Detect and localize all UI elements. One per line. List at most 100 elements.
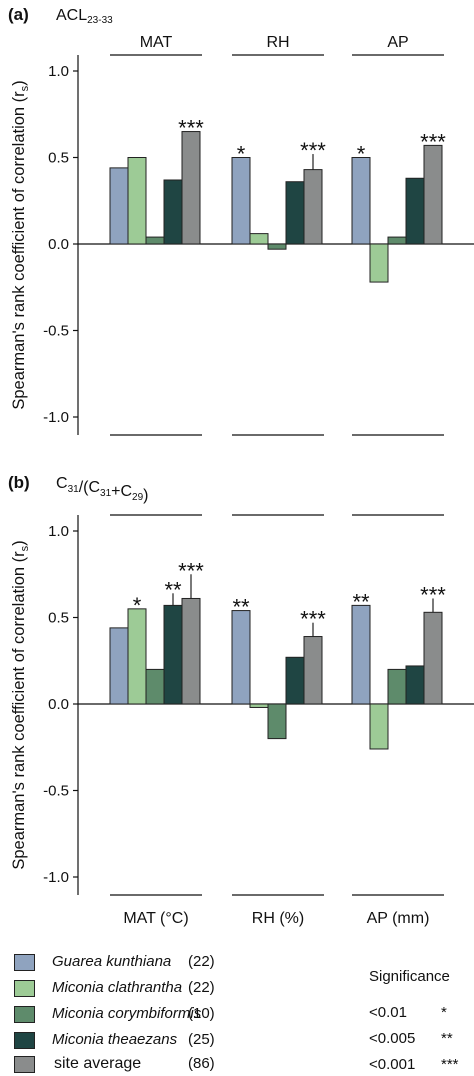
significance-stars: ** bbox=[352, 589, 370, 614]
bar bbox=[423, 144, 443, 245]
legend-sample-size: (22) bbox=[188, 979, 215, 996]
legend-label: Guarea kunthiana bbox=[52, 953, 172, 970]
panel-title-part: /(C bbox=[79, 479, 100, 496]
legend-sample-size: (10) bbox=[188, 1005, 215, 1022]
group-label: RH bbox=[266, 34, 289, 51]
bar bbox=[423, 611, 443, 705]
legend-label: Miconia corymbiformis bbox=[52, 1005, 202, 1022]
y-tick-label: 0.0 bbox=[48, 696, 69, 713]
y-axis-label-close: ) bbox=[10, 80, 28, 86]
bar bbox=[369, 243, 389, 283]
bar bbox=[303, 169, 323, 245]
legend-label: Miconia theaezans bbox=[52, 1031, 178, 1048]
panel-title-subscript: 31 bbox=[68, 484, 80, 495]
bar bbox=[405, 177, 425, 245]
bar bbox=[285, 181, 305, 245]
bar bbox=[231, 610, 251, 705]
y-tick-label: 0.5 bbox=[48, 150, 69, 167]
bar bbox=[109, 627, 129, 705]
group-label: AP bbox=[387, 34, 408, 51]
significance-stars: ** bbox=[164, 577, 182, 602]
y-axis-label-subscript: s bbox=[19, 545, 31, 551]
legend-swatch bbox=[14, 1006, 35, 1023]
significance-stars: *** bbox=[300, 607, 326, 632]
significance-threshold: <0.01 bbox=[369, 1004, 407, 1021]
significance-stars: ** bbox=[232, 595, 250, 620]
bar bbox=[303, 636, 323, 705]
panel-title-part: C bbox=[56, 475, 68, 492]
group-label: AP (mm) bbox=[367, 910, 430, 927]
panel-title: C31/(C31+C29) bbox=[56, 475, 149, 504]
panel-label: (a) bbox=[8, 5, 29, 24]
legend-sample-size: (25) bbox=[188, 1031, 215, 1048]
bar bbox=[369, 703, 389, 750]
significance-stars: *** bbox=[178, 558, 204, 583]
bar bbox=[267, 703, 287, 740]
bar bbox=[405, 665, 425, 705]
y-tick-label: 0.0 bbox=[48, 236, 69, 253]
significance-stars: * bbox=[357, 142, 366, 167]
significance-stars: *** bbox=[178, 116, 204, 141]
panel-title-subscript: 29 bbox=[132, 492, 144, 503]
y-axis-label: Spearman's rank coefficient of correlati… bbox=[10, 540, 31, 869]
bar bbox=[267, 243, 287, 250]
bar bbox=[145, 668, 165, 705]
legend-swatch bbox=[14, 954, 35, 971]
y-axis-label: Spearman's rank coefficient of correlati… bbox=[10, 80, 31, 409]
significance-stars: ** bbox=[441, 1030, 453, 1047]
bar bbox=[387, 236, 407, 245]
significance-stars: * bbox=[441, 1004, 447, 1021]
bar bbox=[285, 656, 305, 705]
panel-title-subscript: 23-33 bbox=[87, 15, 113, 26]
bar bbox=[145, 236, 165, 245]
y-tick-label: -1.0 bbox=[43, 869, 69, 886]
significance-title: Significance bbox=[369, 968, 450, 985]
legend-label: site average bbox=[54, 1055, 142, 1072]
panel-title-part: ) bbox=[143, 487, 148, 504]
bar bbox=[231, 157, 251, 245]
y-tick-label: 1.0 bbox=[48, 523, 69, 540]
significance-stars: *** bbox=[441, 1056, 459, 1073]
legend-label: Miconia clathrantha bbox=[52, 979, 183, 996]
bar bbox=[127, 608, 147, 705]
bar bbox=[181, 597, 201, 705]
bar bbox=[387, 668, 407, 705]
panel-label: (b) bbox=[8, 473, 30, 492]
y-axis-label-subscript: s bbox=[19, 85, 31, 91]
y-tick-label: 0.5 bbox=[48, 610, 69, 627]
bar bbox=[181, 131, 201, 245]
group-label: MAT (°C) bbox=[123, 910, 188, 927]
significance-stars: * bbox=[237, 142, 246, 167]
group-label: RH (%) bbox=[252, 910, 304, 927]
y-tick-label: -0.5 bbox=[43, 323, 69, 340]
significance-stars: *** bbox=[420, 582, 446, 607]
y-tick-label: 1.0 bbox=[48, 63, 69, 80]
legend-swatch bbox=[14, 1056, 35, 1073]
panel-title-part: +C bbox=[111, 483, 132, 500]
significance-stars: *** bbox=[300, 138, 326, 163]
bar bbox=[109, 167, 129, 245]
legend-swatch bbox=[14, 980, 35, 997]
bar bbox=[163, 179, 183, 245]
bar bbox=[127, 157, 147, 245]
bar bbox=[249, 703, 269, 708]
bar bbox=[249, 233, 269, 245]
significance-threshold: <0.005 bbox=[369, 1030, 416, 1047]
legend-sample-size: (22) bbox=[188, 953, 215, 970]
legend-swatch bbox=[14, 1032, 35, 1049]
y-tick-label: -1.0 bbox=[43, 409, 69, 426]
y-axis-label-close: ) bbox=[10, 540, 28, 546]
significance-threshold: <0.001 bbox=[369, 1056, 416, 1073]
panel-title: ACL23-33 bbox=[56, 7, 113, 26]
significance-stars: * bbox=[133, 593, 142, 618]
figure-canvas: (a) ACL23-33 1.0 0.5 0.0 -0.5 -1.0 Spearman's r… bbox=[8, 5, 474, 927]
bar bbox=[351, 157, 371, 245]
y-tick-label: -0.5 bbox=[43, 783, 69, 800]
bar bbox=[351, 604, 371, 705]
legend: Guarea kunthiana (22) Miconia clathrantha (… bbox=[0, 948, 474, 1073]
legend-sample-size: (86) bbox=[188, 1055, 215, 1072]
bar bbox=[163, 604, 183, 705]
group-label: MAT bbox=[140, 34, 173, 51]
significance-stars: *** bbox=[420, 129, 446, 154]
panel-title-subscript: 31 bbox=[100, 488, 112, 499]
